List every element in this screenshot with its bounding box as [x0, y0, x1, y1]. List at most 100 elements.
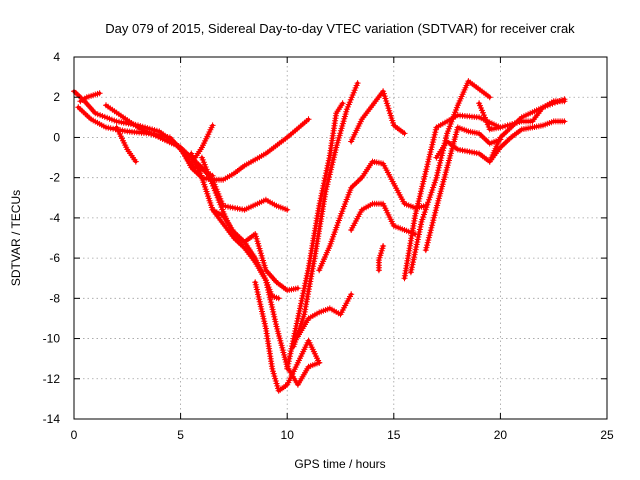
data-point	[370, 159, 375, 164]
data-point	[306, 266, 311, 270]
data-point	[477, 115, 481, 119]
series-arc-10	[252, 279, 323, 394]
data-point	[409, 270, 413, 274]
data-point	[466, 79, 471, 83]
data-point	[349, 292, 353, 296]
chart-title: Day 079 of 2015, Sidereal Day-to-day VTE…	[105, 21, 575, 36]
data-point	[168, 135, 172, 140]
data-point	[456, 147, 460, 152]
y-tick-label: 0	[53, 130, 60, 144]
y-tick-label: 2	[53, 90, 60, 104]
data-point	[313, 254, 317, 258]
data-point	[381, 161, 385, 166]
data-point	[76, 105, 80, 109]
x-tick-label: 20	[494, 428, 508, 442]
data-point	[530, 125, 534, 129]
data-point	[381, 202, 385, 206]
data-point	[488, 127, 492, 131]
data-point	[456, 103, 460, 107]
data-point	[232, 172, 236, 176]
data-point	[232, 236, 236, 240]
data-point	[306, 117, 311, 121]
data-point	[488, 141, 492, 146]
plot-frame	[73, 56, 608, 420]
data-point	[392, 123, 396, 127]
data-point	[530, 119, 534, 123]
data-point	[355, 81, 360, 85]
series-arc-19	[407, 78, 493, 276]
data-point	[498, 125, 502, 129]
data-point	[221, 222, 225, 226]
data-point	[306, 316, 311, 321]
data-point	[541, 123, 545, 127]
data-point	[264, 151, 268, 156]
data-point	[334, 145, 338, 150]
x-tick-label: 25	[600, 428, 614, 442]
data-point	[434, 125, 439, 129]
data-point	[200, 155, 204, 160]
data-point	[285, 208, 289, 212]
data-point	[189, 166, 193, 170]
y-tick-label: -4	[49, 211, 60, 225]
data-point	[424, 248, 428, 252]
data-point	[520, 127, 524, 131]
series-arc-9	[209, 206, 323, 388]
data-point	[291, 345, 296, 349]
data-point	[115, 125, 119, 129]
data-point	[285, 135, 289, 140]
data-point	[317, 204, 321, 208]
data-point	[134, 159, 138, 164]
data-point	[402, 228, 407, 232]
data-point	[242, 246, 247, 250]
data-point	[328, 306, 332, 310]
data-point	[296, 316, 300, 321]
data-point	[277, 296, 281, 300]
x-tick-label: 0	[71, 428, 78, 442]
data-point	[85, 95, 89, 99]
x-axis-label: GPS time / hours	[294, 457, 385, 471]
data-point	[277, 389, 281, 393]
data-point	[338, 312, 343, 317]
series-arc-4	[113, 124, 139, 165]
data-point	[520, 115, 524, 119]
series-markers	[316, 158, 429, 274]
data-point	[370, 202, 375, 206]
data-point	[488, 95, 492, 99]
data-point	[264, 326, 268, 331]
data-point	[125, 147, 129, 152]
data-point	[392, 182, 396, 186]
data-point	[381, 244, 385, 248]
data-point	[285, 288, 289, 292]
data-point	[445, 166, 449, 170]
data-point	[477, 151, 481, 156]
data-point	[402, 276, 407, 280]
data-point	[498, 135, 502, 140]
data-point	[189, 151, 193, 156]
x-tick-label: 10	[281, 428, 295, 442]
data-point	[78, 99, 82, 103]
data-point	[97, 91, 102, 95]
data-point	[341, 101, 345, 105]
y-tick-label: -2	[49, 171, 60, 185]
data-point	[296, 286, 300, 290]
data-point	[93, 111, 97, 115]
data-point	[360, 117, 364, 121]
data-point	[242, 208, 247, 212]
data-point	[200, 176, 204, 180]
data-point	[413, 214, 417, 218]
data-point	[179, 145, 183, 150]
data-point	[317, 268, 321, 272]
data-point	[221, 210, 225, 214]
data-point	[552, 99, 556, 103]
data-point	[285, 383, 289, 387]
x-tick-label: 5	[177, 428, 184, 442]
y-tick-label: -14	[43, 412, 61, 426]
data-point	[253, 260, 257, 264]
data-point	[402, 131, 407, 136]
data-point	[377, 268, 381, 272]
data-point	[552, 119, 556, 123]
data-point	[377, 258, 381, 262]
data-point	[115, 119, 119, 123]
data-point	[306, 365, 311, 369]
